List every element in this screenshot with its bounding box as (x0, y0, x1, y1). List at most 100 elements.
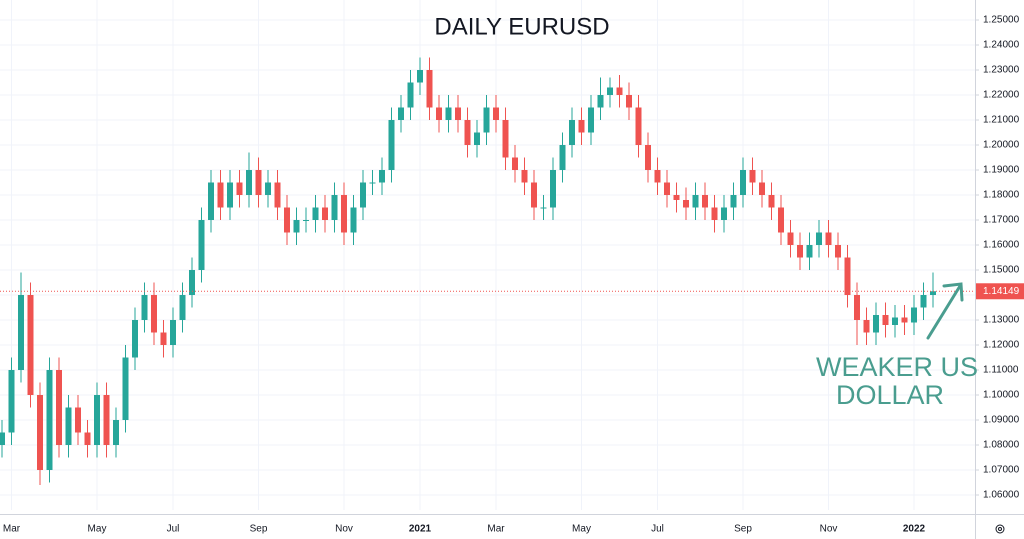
candle-body (75, 407, 81, 433)
candle-body (122, 357, 129, 420)
candle-body (844, 257, 851, 295)
candle-body (84, 432, 91, 445)
candle-body (588, 107, 594, 133)
candle-body (293, 220, 300, 233)
candle-body (360, 182, 366, 208)
annotation: WEAKER US (816, 352, 978, 382)
y-tick-label: 1.15000 (983, 265, 1020, 276)
y-tick-label: 1.19000 (983, 165, 1020, 176)
y-tick-label: 1.12000 (983, 340, 1020, 351)
y-tick-label: 1.22000 (983, 90, 1020, 101)
candle-body (626, 95, 632, 108)
candle-body (597, 95, 604, 108)
candle-body (749, 170, 756, 183)
candle-body (388, 120, 395, 170)
candle-body (236, 182, 243, 195)
candle-body (37, 395, 43, 470)
candle-body (711, 207, 718, 220)
candle-body (683, 200, 689, 208)
settings-icon[interactable] (995, 524, 1005, 534)
y-tick-label: 1.17000 (983, 215, 1020, 226)
candle-body (502, 120, 509, 158)
candle-body (550, 170, 556, 208)
y-tick-label: 1.20000 (983, 140, 1020, 151)
arrow (926, 282, 964, 340)
y-tick-label: 1.25000 (983, 15, 1020, 26)
x-tick-label: 2021 (409, 524, 432, 535)
candle-body (835, 245, 841, 258)
candle-body (787, 232, 794, 245)
candle-body (8, 370, 15, 433)
candle-body (854, 295, 860, 320)
x-tick-label: Sep (734, 524, 752, 535)
candle-body (303, 220, 309, 221)
candle-body (312, 207, 319, 220)
candle-body (94, 395, 100, 445)
candle-body (160, 332, 167, 345)
grid (0, 0, 975, 510)
candle-body (445, 107, 452, 120)
candle-body (113, 420, 119, 445)
candle-body (436, 107, 442, 120)
x-tick-label: Mar (487, 524, 505, 535)
candle-body (578, 120, 585, 133)
candle-body (616, 87, 623, 95)
candle-body (189, 270, 195, 295)
candle-body (654, 170, 661, 183)
x-tick-label: Nov (335, 524, 353, 535)
y-tick-label: 1.06000 (983, 490, 1020, 501)
candle-body (141, 295, 148, 320)
candle-body (559, 145, 566, 170)
candle-body (398, 107, 404, 120)
x-tick-label: May (572, 524, 591, 535)
candle-body (759, 182, 765, 195)
candle-body (483, 107, 490, 133)
y-tick-label: 1.07000 (983, 465, 1020, 476)
candle-body (920, 295, 927, 308)
candle-body (322, 207, 328, 220)
candle-body (27, 295, 34, 395)
candle-body (730, 195, 737, 208)
candle-body (284, 207, 290, 233)
y-tick-label: 1.18000 (983, 190, 1020, 201)
candle-body (702, 195, 708, 208)
labels: 1.06000 1.07000 1.08000 1.09000 1.10000 1.110… (3, 15, 1024, 535)
candle-body (170, 320, 176, 345)
x-tick-label: Mar (3, 524, 21, 535)
last-price-label: 1.14149 (983, 286, 1020, 297)
candle-body (227, 182, 233, 208)
candle-body (635, 107, 642, 145)
candle-body (350, 207, 357, 233)
candle-body (407, 82, 414, 108)
candle-body (426, 70, 433, 108)
y-tick-label: 1.11000 (983, 365, 1019, 376)
candle-body (512, 157, 518, 170)
candle-body (664, 182, 670, 195)
y-tick-label: 1.23000 (983, 65, 1020, 76)
x-tick-label: Nov (820, 524, 838, 535)
chart-title: DAILY EURUSD (434, 13, 609, 40)
y-tick-label: 1.09000 (983, 415, 1020, 426)
candle-body (132, 320, 138, 358)
candle-body (692, 195, 699, 208)
candle-body (540, 207, 547, 209)
x-tick-label: Jul (167, 524, 180, 535)
candle-body (816, 232, 822, 245)
candle-body (464, 120, 471, 145)
candle-body (607, 87, 613, 95)
y-tick-label: 1.10000 (983, 390, 1020, 401)
candle-body (474, 132, 480, 145)
y-tick-label: 1.08000 (983, 440, 1020, 451)
candles (0, 57, 975, 485)
candle-body (331, 195, 338, 220)
candle-body (911, 307, 917, 323)
y-tick-label: 1.24000 (983, 40, 1020, 51)
candle-body (797, 245, 803, 258)
x-tick-label: May (88, 524, 107, 535)
candle-body (901, 317, 908, 323)
candle-body (455, 107, 461, 120)
candle-body (369, 182, 376, 184)
candle-body (265, 182, 271, 195)
